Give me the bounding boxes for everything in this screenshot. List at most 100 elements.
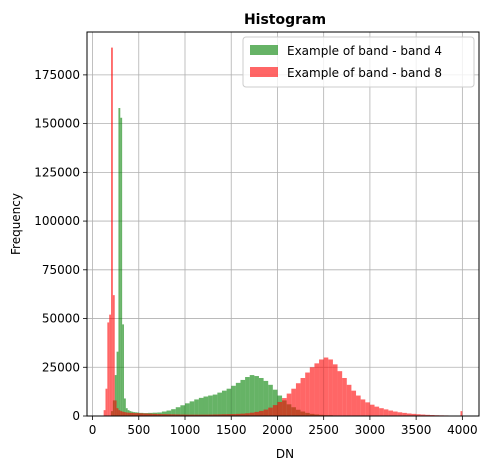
histogram-bar [291, 388, 296, 416]
histogram-bar [254, 376, 259, 416]
histogram-bar [249, 375, 255, 416]
histogram-bar [342, 377, 347, 416]
histogram-bar [217, 392, 222, 416]
histogram-bar [120, 117, 123, 417]
histogram-bar [245, 377, 250, 416]
y-tick-label: 75000 [42, 263, 80, 277]
legend: Example of band - band 4 Example of band … [242, 36, 475, 88]
y-tick-label: 100000 [34, 214, 80, 228]
histogram-bar [221, 414, 227, 416]
y-tick-label: 125000 [34, 165, 80, 179]
histogram-bar [212, 394, 218, 416]
histogram-bar [383, 409, 389, 416]
histogram-bar [319, 359, 324, 416]
histogram-bar [411, 413, 417, 416]
histogram-bar [397, 412, 403, 416]
histogram-bar [123, 398, 126, 416]
x-tick-label: 3500 [401, 423, 432, 437]
histogram-bar [406, 413, 412, 416]
y-tick-label: 50000 [42, 312, 80, 326]
histogram-bar [346, 384, 352, 416]
histogram-bar [212, 414, 218, 416]
y-tick-label: 25000 [42, 360, 80, 374]
histogram-bar [235, 382, 241, 416]
histogram-bar [125, 412, 128, 416]
histogram-bar [208, 395, 213, 416]
histogram-bar [105, 388, 108, 416]
histogram-bar [114, 375, 117, 416]
y-axis-label: Frequency [9, 193, 23, 255]
histogram-bar [175, 414, 181, 416]
legend-swatch [250, 67, 278, 77]
histogram-bar [103, 410, 106, 416]
histogram-bar [356, 395, 361, 416]
histogram-bar [123, 412, 126, 416]
histogram-bar [300, 377, 306, 416]
y-tick-label: 175000 [34, 68, 80, 82]
x-tick-label: 2000 [262, 423, 293, 437]
histogram-bar [161, 411, 167, 416]
histogram-bar [258, 410, 264, 416]
histogram-bar [120, 411, 123, 416]
histogram-bar [175, 407, 181, 416]
histogram-bar [125, 408, 128, 416]
histogram-bar [393, 411, 398, 416]
histogram-bar [138, 413, 144, 416]
histogram-bar [166, 414, 172, 416]
histogram-bar [323, 357, 329, 416]
x-tick-label: 3000 [355, 423, 386, 437]
histogram-bar [231, 385, 236, 416]
histogram-bar [258, 377, 264, 416]
histogram-bar [332, 364, 338, 416]
histogram-bar [171, 414, 176, 416]
histogram-bar [416, 414, 421, 416]
histogram-bar [152, 413, 158, 416]
histogram-bar [161, 414, 167, 416]
histogram-bar [166, 410, 172, 416]
histogram-bar [379, 408, 384, 416]
histogram-bar [240, 413, 246, 416]
histogram-bar [249, 412, 255, 416]
histogram-bar [314, 363, 320, 416]
x-tick-label: 4000 [447, 423, 478, 437]
histogram-bar [369, 404, 375, 416]
histogram-bar [189, 414, 195, 416]
histogram-bar [425, 414, 430, 416]
histogram-bar [118, 108, 121, 417]
histogram-bar [268, 384, 273, 416]
chart-title: Histogram [244, 12, 326, 28]
histogram-bar [245, 413, 250, 416]
histogram-bar [263, 380, 269, 416]
histogram-bar [309, 367, 315, 416]
histogram-bar [143, 413, 149, 416]
histogram-bar [221, 390, 227, 416]
histogram-bar [180, 405, 185, 416]
histogram-bar [189, 401, 195, 416]
x-tick-label: 2500 [308, 423, 339, 437]
histogram-bars [103, 47, 463, 417]
histogram-bar [337, 371, 343, 416]
histogram-bar [351, 390, 357, 416]
histogram-bar [112, 295, 115, 416]
histogram-bar [226, 414, 232, 416]
histogram-bar [157, 414, 162, 416]
histogram-bar [235, 413, 241, 416]
x-tick-label: 1000 [170, 423, 201, 437]
histogram-bar [198, 414, 204, 416]
histogram-bar [272, 389, 278, 416]
histogram-bar [185, 403, 190, 416]
histogram-bar [388, 410, 394, 416]
histogram-bar [134, 413, 139, 416]
histogram-bar [360, 399, 366, 416]
histogram-bar [129, 412, 135, 416]
plot-frame [86, 31, 480, 417]
histogram-bar [203, 414, 209, 416]
histogram-bar [127, 412, 130, 416]
histogram-bar [114, 400, 117, 416]
histogram-bar [171, 409, 176, 416]
y-tick-label: 0 [72, 409, 80, 423]
histogram-bar [263, 409, 269, 416]
x-tick-label: 1500 [216, 423, 247, 437]
x-axis-label: DN [276, 447, 294, 461]
histogram-bar [208, 414, 213, 416]
